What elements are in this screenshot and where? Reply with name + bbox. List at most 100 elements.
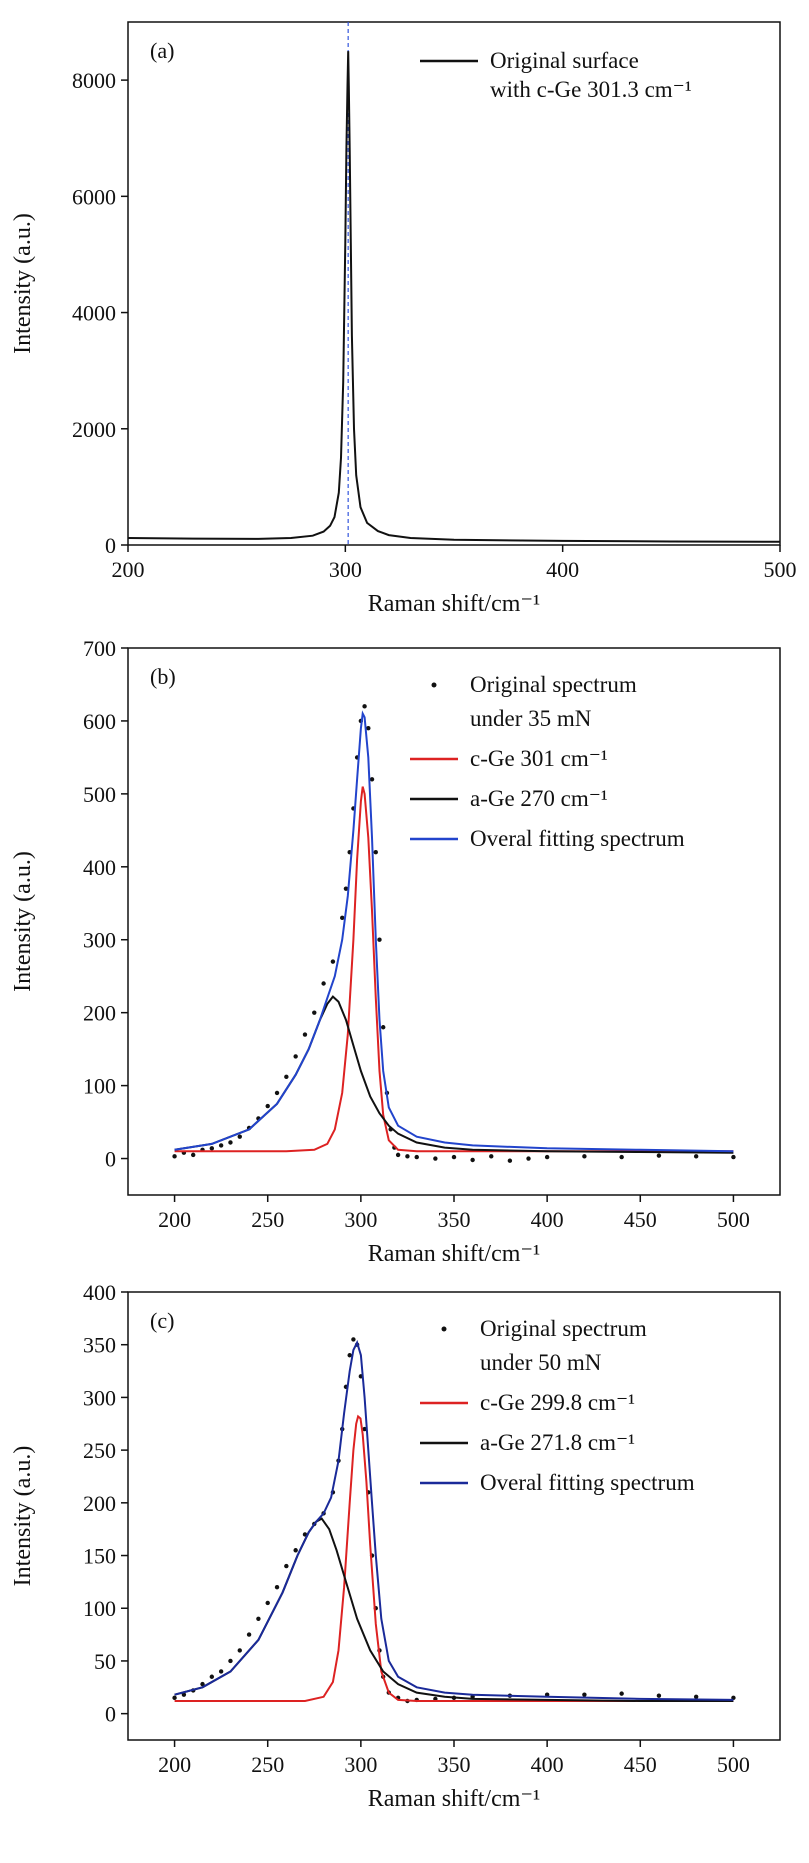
data-point <box>381 1025 386 1030</box>
y-axis-label: Intensity (a.u.) <box>10 1446 36 1587</box>
data-point <box>489 1154 494 1159</box>
data-point <box>172 1154 177 1159</box>
data-point <box>265 1600 270 1606</box>
x-tick-label: 500 <box>764 557 797 582</box>
data-point <box>218 1669 224 1674</box>
data-point <box>582 1154 587 1159</box>
legend-label: Original spectrum <box>470 672 637 697</box>
plot-frame <box>127 1291 781 1741</box>
data-point <box>172 1695 177 1701</box>
data-point <box>377 937 382 942</box>
plot-frame <box>127 647 781 1196</box>
data-points-series <box>172 704 736 1163</box>
x-tick-label: 200 <box>158 1207 191 1232</box>
x-axis-label: Raman shift/cm⁻¹ <box>368 591 541 617</box>
x-tick-label: 300 <box>344 1752 377 1777</box>
data-point <box>507 1158 513 1163</box>
y-tick-label: 8000 <box>72 68 116 93</box>
data-point <box>340 915 345 921</box>
y-tick-label: 300 <box>83 928 116 953</box>
y-tick-label: 700 <box>83 636 116 661</box>
data-point <box>526 1156 531 1161</box>
data-point <box>302 1032 308 1037</box>
data-point <box>362 1426 367 1432</box>
y-tick-label: 50 <box>94 1649 116 1674</box>
data-point <box>228 1658 233 1664</box>
legend-label-line2: under 50 mN <box>480 1350 602 1375</box>
data-point <box>619 1691 624 1696</box>
y-axis-label: Intensity (a.u.) <box>10 213 36 354</box>
x-tick-label: 350 <box>438 1752 471 1777</box>
legend-label: Original spectrum <box>480 1316 647 1341</box>
series-line <box>174 786 734 1153</box>
data-point <box>544 1154 550 1160</box>
y-tick-label: 0 <box>105 1702 116 1727</box>
data-point <box>693 1154 699 1159</box>
x-tick-label: 250 <box>251 1752 284 1777</box>
y-tick-label: 600 <box>83 709 116 734</box>
y-tick-label: 150 <box>83 1544 116 1569</box>
y-tick-label: 400 <box>83 855 116 880</box>
x-axis-label: Raman shift/cm⁻¹ <box>368 1241 541 1267</box>
data-point <box>731 1154 736 1160</box>
series-line <box>174 995 734 1154</box>
series-line <box>174 1517 734 1702</box>
data-point <box>293 1548 298 1553</box>
x-tick-label: 200 <box>112 557 145 582</box>
data-point <box>351 1337 356 1342</box>
data-point <box>373 850 378 855</box>
y-tick-label: 0 <box>105 533 116 558</box>
series-line <box>174 710 734 1153</box>
y-tick-label: 2000 <box>72 417 116 442</box>
data-point <box>237 1648 242 1653</box>
y-tick-label: 350 <box>83 1333 116 1358</box>
data-point <box>582 1692 587 1697</box>
data-point <box>265 1103 270 1109</box>
panel-c: 200 250 300 350 400 450 500 0 50 100 150 200 250 300 3… <box>10 1280 781 1812</box>
data-point <box>209 1674 215 1679</box>
series-line <box>174 1414 734 1702</box>
legend-label: c-Ge 299.8 cm⁻¹ <box>480 1390 635 1415</box>
legend-label: c-Ge 301 cm⁻¹ <box>470 746 608 771</box>
panel-label: (a) <box>150 38 174 63</box>
data-point <box>656 1693 662 1698</box>
data-point <box>237 1134 242 1139</box>
x-tick-label: 200 <box>158 1752 191 1777</box>
data-point <box>414 1154 419 1160</box>
panel-label: (b) <box>150 664 176 689</box>
x-tick-label: 300 <box>344 1207 377 1232</box>
y-tick-label: 100 <box>83 1596 116 1621</box>
data-point <box>228 1140 233 1145</box>
legend-label: Overal fitting spectrum <box>470 826 685 851</box>
x-tick-label: 450 <box>624 1752 657 1777</box>
y-tick-label: 500 <box>83 782 116 807</box>
data-point <box>433 1156 438 1161</box>
x-tick-label: 500 <box>717 1207 750 1232</box>
y-tick-label: 6000 <box>72 184 116 209</box>
data-point <box>293 1054 298 1059</box>
legend-marker <box>431 682 437 688</box>
data-point <box>284 1074 289 1080</box>
data-point <box>470 1157 475 1163</box>
data-point <box>405 1154 410 1159</box>
data-point <box>191 1152 196 1158</box>
x-tick-label: 400 <box>546 557 579 582</box>
x-tick-label: 250 <box>251 1207 284 1232</box>
legend-label-line2: under 35 mN <box>470 706 592 731</box>
x-tick-label: 400 <box>531 1207 564 1232</box>
x-tick-label: 450 <box>624 1207 657 1232</box>
legend-label: Overal fitting spectrum <box>480 1470 695 1495</box>
y-axis-label: Intensity (a.u.) <box>10 851 36 992</box>
panel-b: 200 250 300 350 400 450 500 0 100 200 300 400 500 600… <box>10 636 781 1267</box>
legend-label-line2: with c-Ge 301.3 cm⁻¹ <box>490 77 692 102</box>
data-point <box>256 1616 261 1621</box>
data-point <box>312 1010 317 1015</box>
data-point <box>274 1584 280 1590</box>
plot-frame <box>127 21 781 546</box>
data-point <box>369 777 375 782</box>
data-point <box>693 1694 699 1699</box>
data-point <box>246 1632 252 1637</box>
legend-label: a-Ge 271.8 cm⁻¹ <box>480 1430 635 1455</box>
y-tick-label: 100 <box>83 1074 116 1099</box>
y-tick-label: 400 <box>83 1280 116 1305</box>
